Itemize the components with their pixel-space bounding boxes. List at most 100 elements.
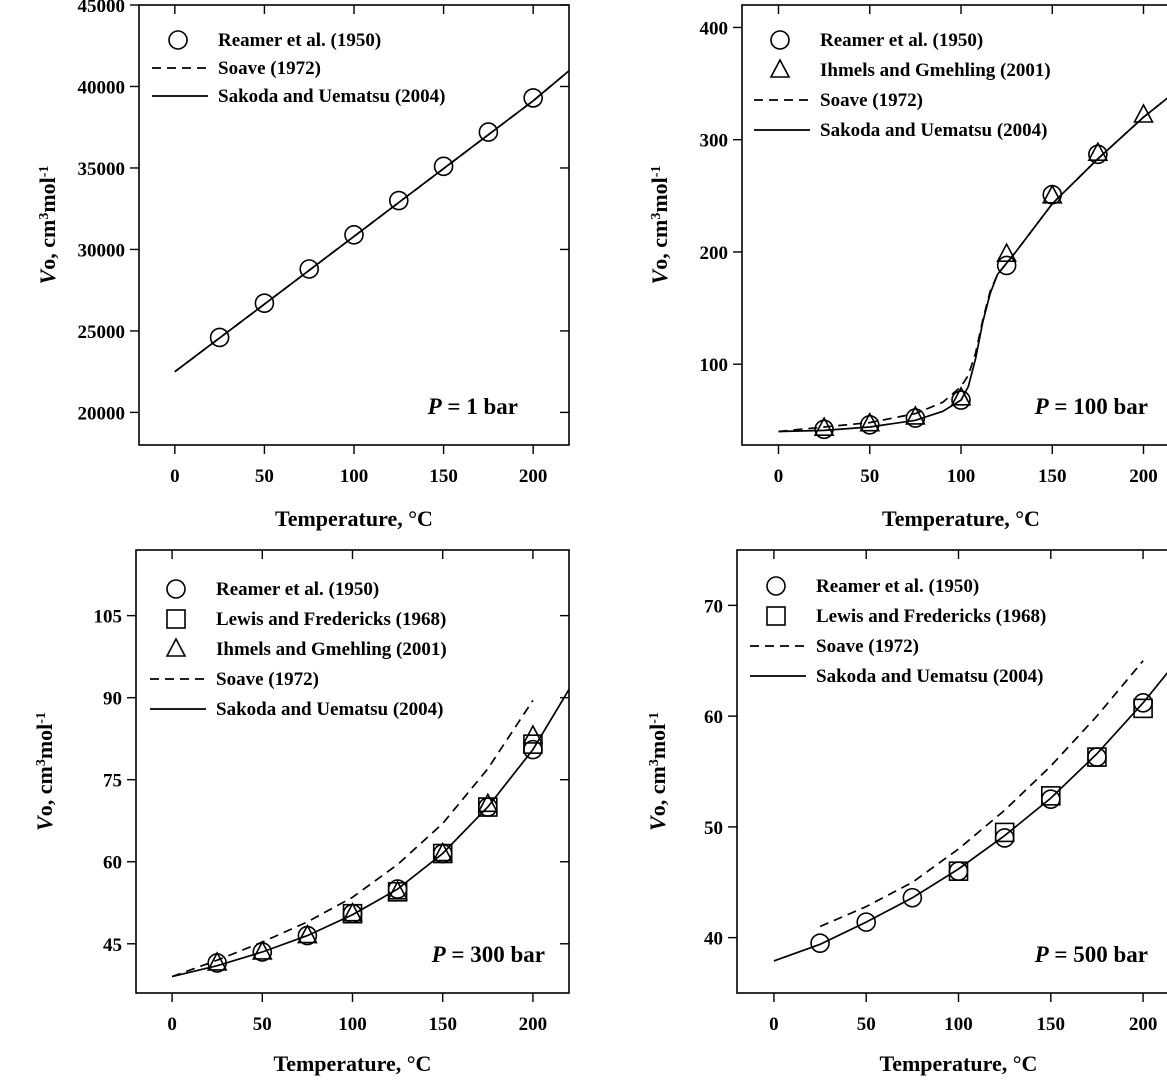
y-tick-label: 20000: [78, 403, 126, 424]
legend-symbol-square: [166, 609, 186, 629]
data-point-circle: [1042, 184, 1063, 205]
legend-label: Reamer et al. (1950): [216, 579, 379, 600]
x-tick-label: 100: [947, 466, 976, 487]
legend-label: Sakoda and Uematsu (2004): [820, 120, 1048, 141]
legend-label: Ihmels and Gmehling (2001): [216, 639, 447, 660]
legend-label: Soave (1972): [218, 58, 321, 79]
legend-symbol-triangle: [769, 58, 791, 78]
series-line-sakoda: [778, 97, 1167, 433]
legend-label: Reamer et al. (1950): [816, 576, 979, 597]
x-tick-label: 100: [340, 466, 369, 487]
chart-panel-2: 0 50 100 150 200 100 200 300 400 Temperature, °C V…: [647, 4, 1167, 531]
data-point-square: [1133, 698, 1153, 719]
y-tick-label: 100: [700, 355, 729, 376]
x-axis-label: Temperature, °C: [275, 506, 433, 531]
chart-panel-1: 0 50 100 150 200 20000 25000 30000 35000 40000 450…: [35, 0, 570, 531]
series-line-soave: [171, 699, 534, 978]
data-point-triangle: [905, 405, 926, 425]
x-tick-label: 150: [429, 466, 458, 487]
x-tick-label: 150: [428, 1014, 457, 1035]
x-axis-label: Temperature, °C: [880, 1051, 1038, 1076]
pressure-annotation: P = 1 bar: [427, 394, 518, 419]
y-tick-label: 75: [103, 771, 122, 792]
data-point-circle: [254, 293, 275, 314]
data-point-circle: [902, 887, 923, 908]
data-point-triangle: [813, 416, 835, 436]
data-point-circle: [859, 414, 880, 435]
x-tick-label: 150: [1037, 1014, 1066, 1035]
x-tick-label: 0: [167, 1014, 177, 1035]
legend-symbol-circle: [766, 576, 786, 596]
data-point-triangle: [251, 940, 273, 960]
data-point-circle: [478, 122, 499, 142]
x-tick-label: 200: [1129, 1014, 1158, 1035]
x-tick-label: 50: [253, 1014, 272, 1035]
x-tick-label: 200: [1129, 466, 1158, 487]
data-point-circle: [344, 224, 364, 245]
y-tick-label: 60: [704, 707, 723, 728]
y-tick-label: 40000: [78, 77, 126, 98]
data-point-triangle: [1087, 141, 1109, 161]
data-point-square: [1087, 747, 1107, 767]
data-point-circle: [388, 190, 409, 211]
data-point-circle: [1087, 747, 1107, 767]
data-point-square: [478, 797, 498, 817]
y-tick-label: 35000: [78, 159, 126, 180]
x-tick-label: 200: [519, 466, 548, 487]
x-tick-label: 0: [170, 466, 180, 487]
data-point-circle: [523, 88, 543, 108]
legend-symbol-triangle: [165, 637, 187, 657]
data-point-circle: [905, 408, 926, 428]
data-point-triangle: [1041, 184, 1063, 204]
y-axis-label: Vo, cm3mol-1: [647, 166, 672, 285]
data-point-triangle: [432, 841, 454, 862]
y-tick-label: 70: [704, 596, 723, 617]
data-point-triangle: [1133, 103, 1154, 123]
legend-label: Ihmels and Gmehling (2001): [820, 60, 1051, 81]
y-axis-label: Vo, cm3mol-1: [645, 712, 670, 831]
series-line-sakoda: [174, 70, 569, 373]
y-axis-label: Vo, cm3mol-1: [35, 166, 60, 285]
y-tick-label: 45000: [78, 0, 126, 17]
y-tick-label: 300: [700, 131, 729, 152]
legend-label: Soave (1972): [820, 90, 923, 111]
data-point-triangle: [996, 242, 1017, 262]
y-tick-label: 25000: [78, 322, 126, 343]
legend-label: Sakoda and Uematsu (2004): [816, 666, 1044, 687]
legend-label: Soave (1972): [816, 636, 919, 657]
legend-label: Lewis and Fredericks (1968): [216, 609, 446, 630]
data-point-triangle: [206, 951, 228, 971]
data-point-circle: [209, 327, 230, 348]
y-tick-label: 40: [704, 929, 723, 950]
x-axis-label: Temperature, °C: [882, 506, 1040, 531]
data-point-square: [1040, 786, 1061, 806]
data-point-triangle: [387, 880, 408, 900]
series-line-sakoda: [773, 672, 1167, 962]
pressure-annotation: P = 100 bar: [1034, 394, 1148, 419]
data-point-triangle: [950, 386, 972, 406]
pressure-annotation: P = 300 bar: [431, 942, 545, 967]
pressure-annotation: P = 500 bar: [1034, 942, 1148, 967]
data-point-circle: [951, 390, 971, 410]
data-point-circle: [810, 933, 830, 953]
chart-panel-3: 0 50 100 150 200 45 60 75 90 105 Temperature, °C Vo…: [32, 549, 570, 1076]
y-tick-label: 30000: [78, 240, 126, 261]
x-tick-label: 0: [774, 466, 784, 487]
data-point-circle: [856, 912, 877, 932]
x-tick-label: 0: [769, 1014, 779, 1035]
chart-panel-4: 0 50 100 150 200 40 50 60 70 Temperature, °C Vo, c…: [645, 549, 1167, 1076]
data-point-circle: [814, 419, 834, 440]
legend-label: Reamer et al. (1950): [820, 30, 983, 51]
data-point-triangle: [477, 792, 499, 813]
x-tick-label: 100: [944, 1014, 973, 1035]
legend-label: Sakoda and Uematsu (2004): [216, 699, 444, 720]
legend-symbol-square: [766, 606, 786, 626]
legend-symbol-circle: [166, 579, 186, 599]
data-point-circle: [948, 861, 969, 881]
y-tick-label: 50: [704, 818, 723, 839]
legend-symbol-circle: [770, 30, 790, 50]
x-tick-label: 50: [857, 1014, 876, 1035]
data-point-square: [948, 861, 969, 881]
y-tick-label: 400: [700, 18, 729, 39]
